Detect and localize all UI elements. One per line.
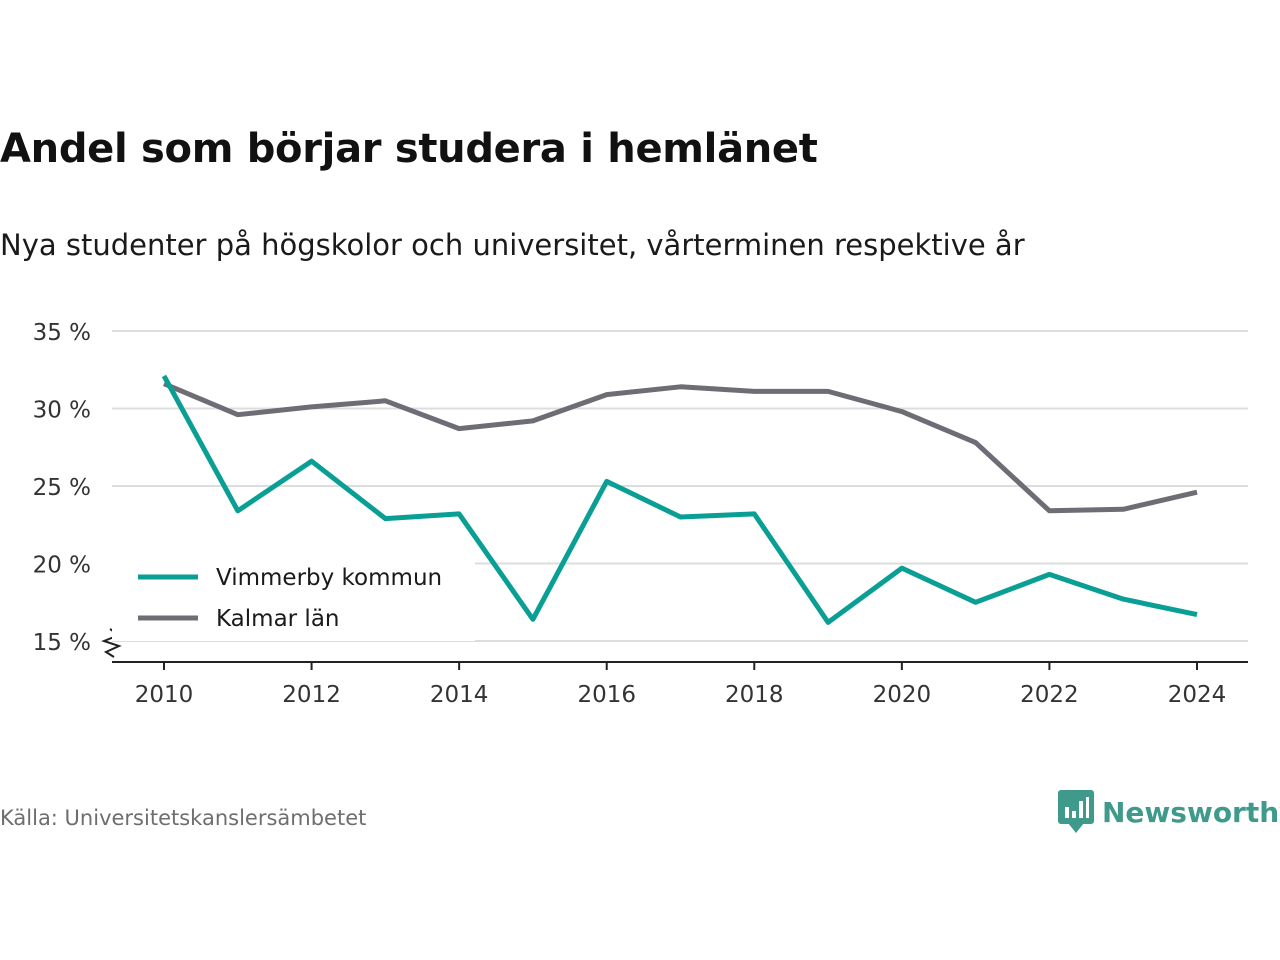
x-tick-label: 2012 <box>282 682 341 708</box>
x-tick-label: 2010 <box>135 682 194 708</box>
newsworthy-logo: Newsworthy <box>1058 790 1280 834</box>
y-tick-label: 25 % <box>33 475 91 501</box>
x-tick-label: 2022 <box>1020 682 1079 708</box>
legend-background <box>112 548 475 641</box>
bar-chart-speech-bubble-icon <box>1058 790 1094 833</box>
series-line <box>163 381 1198 514</box>
x-tick-label: 2018 <box>725 682 784 708</box>
x-tick-label: 2020 <box>873 682 932 708</box>
legend: Vimmerby kommun Kalmar län <box>138 565 442 632</box>
legend-label: Kalmar län <box>216 606 340 632</box>
x-tick-label: 2016 <box>577 682 636 708</box>
x-tick-label: 2014 <box>430 682 489 708</box>
y-tick-label: 15 % <box>33 630 91 656</box>
y-tick-label: 30 % <box>33 398 91 424</box>
y-tick-label: 35 % <box>33 320 91 346</box>
series-lines <box>161 374 1198 625</box>
chart-title: Andel som börjar studera i hemlänet <box>0 126 818 172</box>
line-chart: 15 % 20 % 25 % 30 % 35 % Vimmerby kommun Kalm… <box>33 320 1248 708</box>
source-note: Källa: Universitetskanslersämbetet <box>0 806 367 830</box>
y-axis-ticks: 15 % 20 % 25 % 30 % 35 % <box>33 320 122 658</box>
x-axis: 2010 2012 2014 2016 2018 2020 2022 2024 <box>112 661 1248 708</box>
y-tick-label: 20 % <box>33 553 91 579</box>
x-tick-label: 2024 <box>1168 682 1227 708</box>
brand-name: Newsworthy <box>1102 795 1280 829</box>
series-line <box>161 374 1198 625</box>
chart-subtitle: Nya studenter på högskolor och universit… <box>0 228 1025 262</box>
legend-label: Vimmerby kommun <box>216 565 442 591</box>
